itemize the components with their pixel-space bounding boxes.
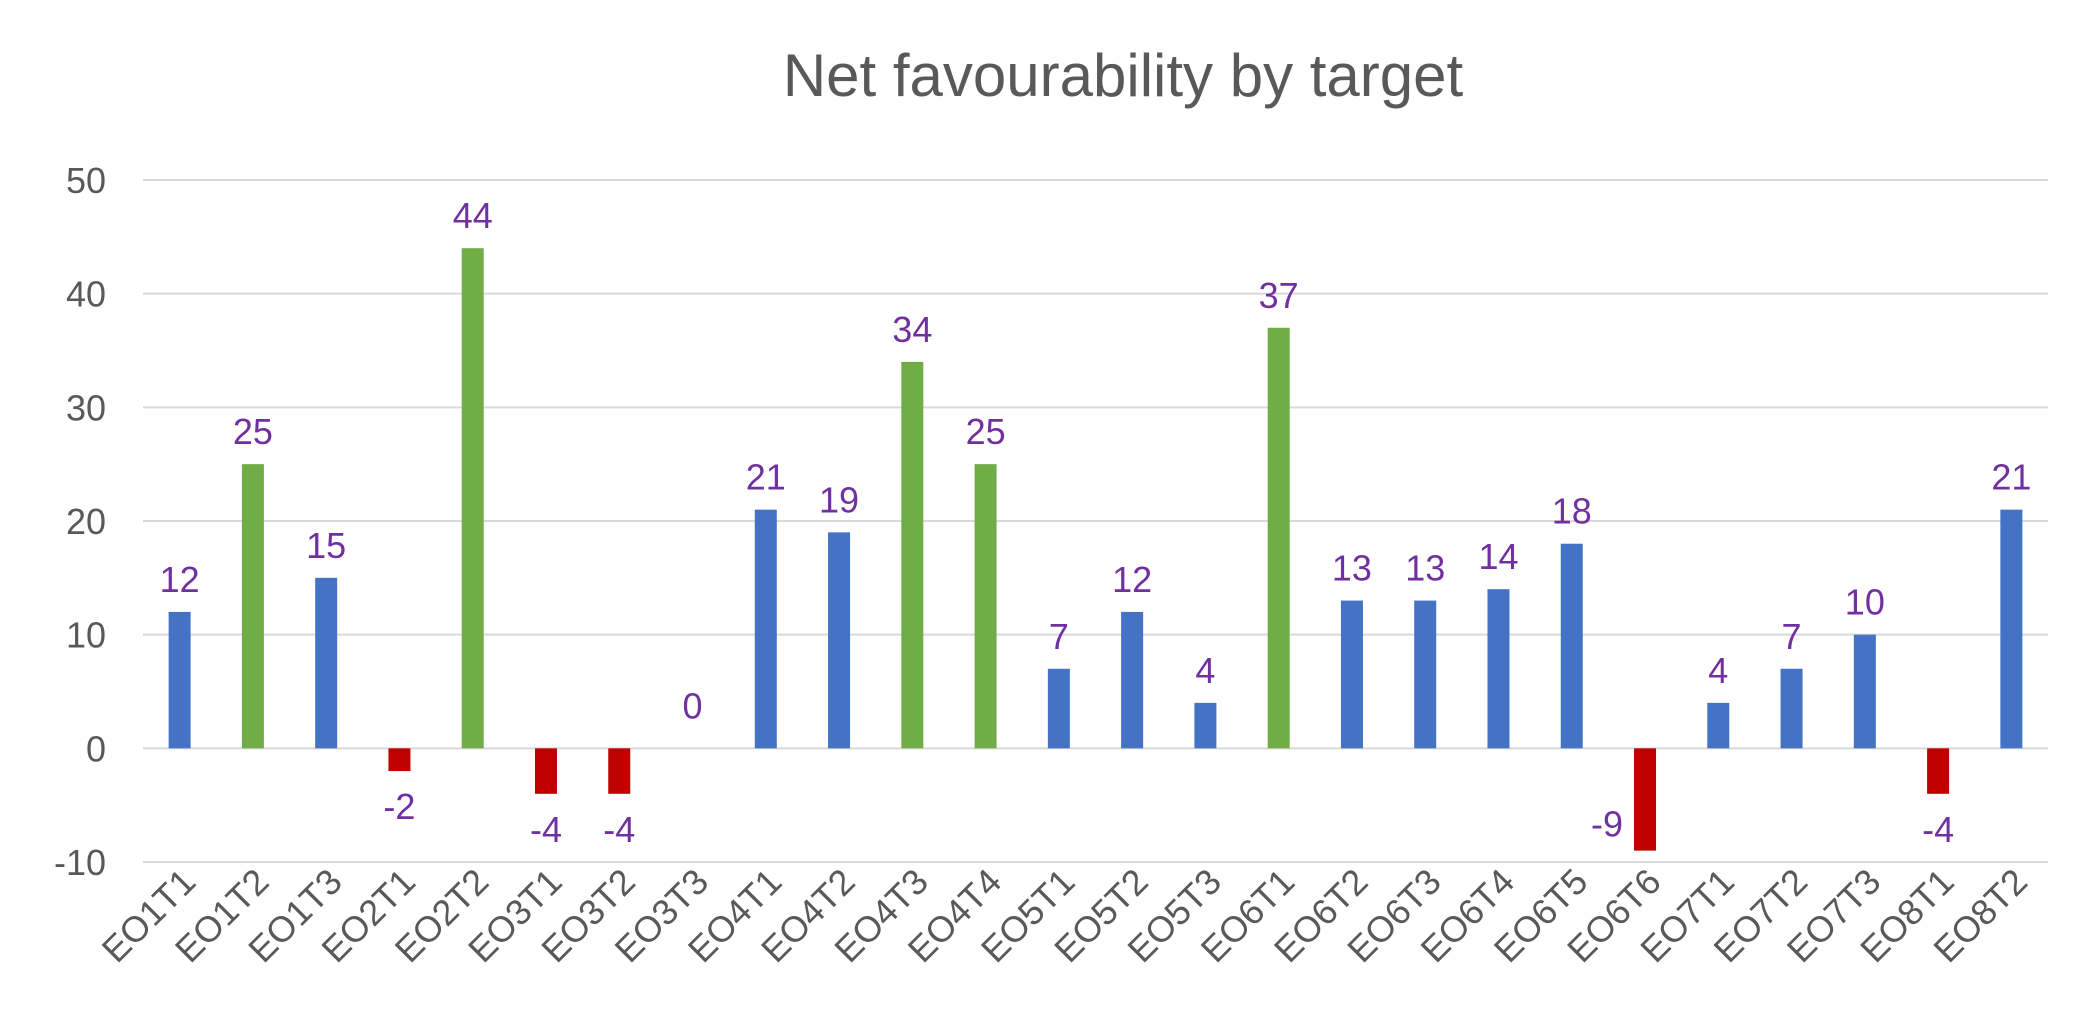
data-label-EO7T3: 10 bbox=[1845, 582, 1885, 623]
y-tick-label: 40 bbox=[66, 274, 106, 315]
y-tick-label: 30 bbox=[66, 387, 106, 428]
bar-EO8T2 bbox=[2000, 509, 2023, 749]
data-label-EO6T5: 18 bbox=[1552, 491, 1592, 532]
data-label-EO1T2: 25 bbox=[233, 411, 273, 452]
data-label-EO1T3: 15 bbox=[306, 525, 346, 566]
y-tick-label: 50 bbox=[66, 160, 106, 201]
bar-EO5T3 bbox=[1194, 702, 1217, 749]
data-label-EO8T1: -4 bbox=[1922, 809, 1954, 850]
data-label-EO5T2: 12 bbox=[1112, 559, 1152, 600]
bar-EO2T2 bbox=[461, 248, 484, 749]
data-label-EO7T2: 7 bbox=[1782, 616, 1802, 657]
bar-EO8T1 bbox=[1927, 748, 1950, 794]
bar-EO3T1 bbox=[534, 748, 557, 794]
bar-EO4T2 bbox=[828, 532, 851, 749]
bar-EO7T2 bbox=[1780, 668, 1803, 749]
x-axis-ticks: EO1T1EO1T2EO1T3EO2T1EO2T2EO3T1EO3T2EO3T3… bbox=[94, 861, 2035, 971]
bar-EO6T5 bbox=[1560, 543, 1583, 749]
bar-EO6T1 bbox=[1267, 327, 1290, 749]
data-label-EO6T1: 37 bbox=[1259, 275, 1299, 316]
y-tick-label: -10 bbox=[54, 842, 106, 883]
bar-EO7T3 bbox=[1853, 634, 1876, 749]
data-label-EO4T1: 21 bbox=[746, 457, 786, 498]
data-label-EO1T1: 12 bbox=[160, 559, 200, 600]
data-label-EO6T3: 13 bbox=[1405, 548, 1445, 589]
data-label-EO4T3: 34 bbox=[892, 309, 932, 350]
bar-EO6T6 bbox=[1634, 748, 1657, 851]
bar-EO4T4 bbox=[974, 464, 997, 749]
data-label-EO3T1: -4 bbox=[530, 809, 562, 850]
chart-title: Net favourability by target bbox=[783, 42, 1464, 109]
bar-EO6T3 bbox=[1414, 600, 1437, 749]
bar-EO5T2 bbox=[1121, 611, 1144, 749]
bar-EO1T3 bbox=[315, 577, 338, 749]
bar-EO2T1 bbox=[388, 748, 411, 772]
bar-EO1T1 bbox=[168, 611, 191, 749]
bar-EO3T2 bbox=[608, 748, 631, 794]
data-label-EO8T2: 21 bbox=[1991, 457, 2031, 498]
data-label-EO5T3: 4 bbox=[1195, 650, 1215, 691]
data-label-EO2T2: 44 bbox=[453, 195, 493, 236]
y-tick-label: 0 bbox=[86, 728, 106, 769]
bar-EO4T1 bbox=[754, 509, 777, 749]
gridlines bbox=[143, 179, 2048, 863]
data-label-EO6T2: 13 bbox=[1332, 548, 1372, 589]
bar-EO6T2 bbox=[1340, 600, 1363, 749]
bars bbox=[168, 248, 2023, 851]
bar-EO7T1 bbox=[1707, 702, 1730, 749]
data-label-EO4T2: 19 bbox=[819, 479, 859, 520]
y-tick-label: 20 bbox=[66, 501, 106, 542]
data-label-EO3T3: 0 bbox=[683, 685, 703, 726]
data-label-EO4T4: 25 bbox=[966, 411, 1006, 452]
y-axis-ticks: -10 0 10 20 30 40 50 bbox=[54, 160, 106, 883]
data-label-EO3T2: -4 bbox=[603, 809, 635, 850]
bar-EO4T3 bbox=[901, 361, 924, 749]
data-label-EO6T4: 14 bbox=[1478, 536, 1518, 577]
data-label-EO2T1: -2 bbox=[383, 786, 415, 827]
data-label-EO7T1: 4 bbox=[1708, 650, 1728, 691]
data-label-EO5T1: 7 bbox=[1049, 616, 1069, 657]
data-label-EO6T6: -9 bbox=[1591, 804, 1623, 845]
bar-EO6T4 bbox=[1487, 589, 1510, 749]
bar-EO5T1 bbox=[1047, 668, 1070, 749]
y-tick-label: 10 bbox=[66, 615, 106, 656]
data-labels: 12 25 15 -2 44 -4 -4 0 21 19 34 25 7 12 4 37 13 13 14 18 -9 4… bbox=[160, 195, 2032, 850]
bar-EO1T2 bbox=[241, 464, 264, 749]
